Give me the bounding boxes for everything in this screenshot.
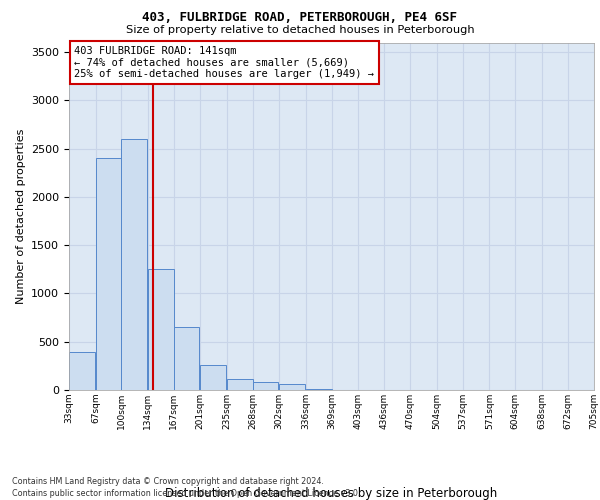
Bar — [200, 365, 226, 390]
Bar — [227, 380, 253, 390]
X-axis label: Distribution of detached houses by size in Peterborough: Distribution of detached houses by size … — [166, 488, 497, 500]
Y-axis label: Number of detached properties: Number of detached properties — [16, 128, 26, 304]
Text: Contains public sector information licensed under the Open Government Licence v3: Contains public sector information licen… — [12, 489, 361, 498]
Bar — [69, 352, 95, 390]
Bar — [148, 270, 173, 390]
Text: Size of property relative to detached houses in Peterborough: Size of property relative to detached ho… — [125, 25, 475, 35]
Bar — [279, 384, 305, 390]
Text: Contains HM Land Registry data © Crown copyright and database right 2024.: Contains HM Land Registry data © Crown c… — [12, 478, 324, 486]
Bar — [121, 139, 147, 390]
Bar — [95, 158, 121, 390]
Bar — [253, 382, 278, 390]
Bar — [173, 328, 199, 390]
Text: 403 FULBRIDGE ROAD: 141sqm
← 74% of detached houses are smaller (5,669)
25% of s: 403 FULBRIDGE ROAD: 141sqm ← 74% of deta… — [74, 46, 374, 79]
Bar — [306, 388, 331, 390]
Text: 403, FULBRIDGE ROAD, PETERBOROUGH, PE4 6SF: 403, FULBRIDGE ROAD, PETERBOROUGH, PE4 6… — [143, 11, 458, 24]
